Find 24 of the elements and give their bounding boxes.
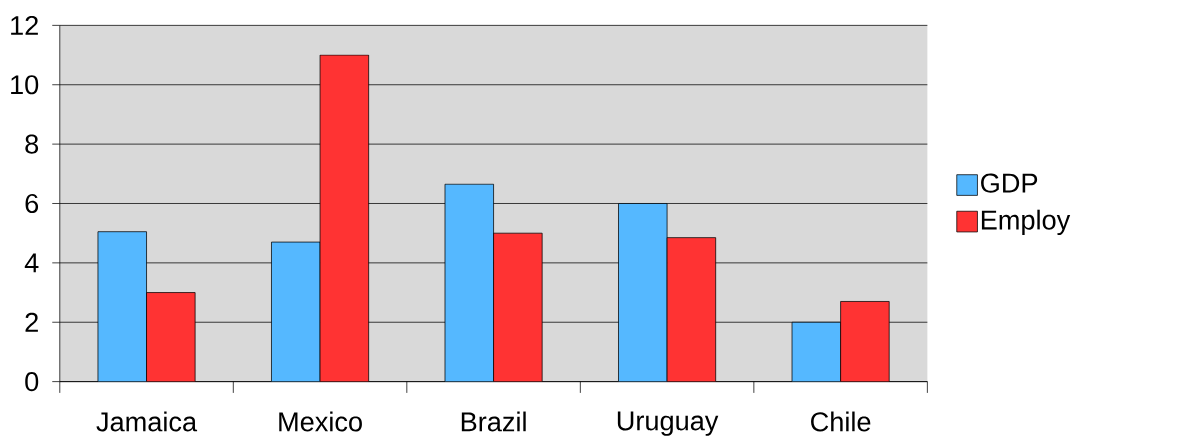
bar — [146, 292, 196, 382]
y-tick-label: 2 — [25, 312, 38, 332]
y-tick-label: 4 — [24, 253, 39, 273]
bar — [97, 231, 147, 382]
y-tick-label: 10 — [11, 75, 39, 95]
bar — [271, 241, 321, 382]
y-tick-label: 6 — [25, 193, 39, 214]
x-tick-label: Brazil — [461, 411, 526, 432]
bar — [791, 321, 841, 382]
x-tick-label: Jamaica — [96, 411, 198, 432]
bar — [444, 183, 494, 382]
y-tick-label: 8 — [25, 134, 39, 154]
legend-label: GDP — [981, 173, 1038, 193]
bar — [319, 54, 370, 382]
bar — [618, 203, 668, 382]
bar — [840, 301, 890, 382]
x-tick-label: Chile — [811, 411, 871, 432]
bar — [666, 237, 717, 382]
x-tick-label: Uruguay — [617, 411, 719, 436]
y-tick-label: 12 — [11, 15, 38, 35]
y-tick-label: 0 — [25, 372, 39, 392]
bar — [493, 232, 543, 382]
legend-label: Employ — [981, 209, 1071, 236]
x-tick-label: Mexico — [279, 411, 362, 432]
